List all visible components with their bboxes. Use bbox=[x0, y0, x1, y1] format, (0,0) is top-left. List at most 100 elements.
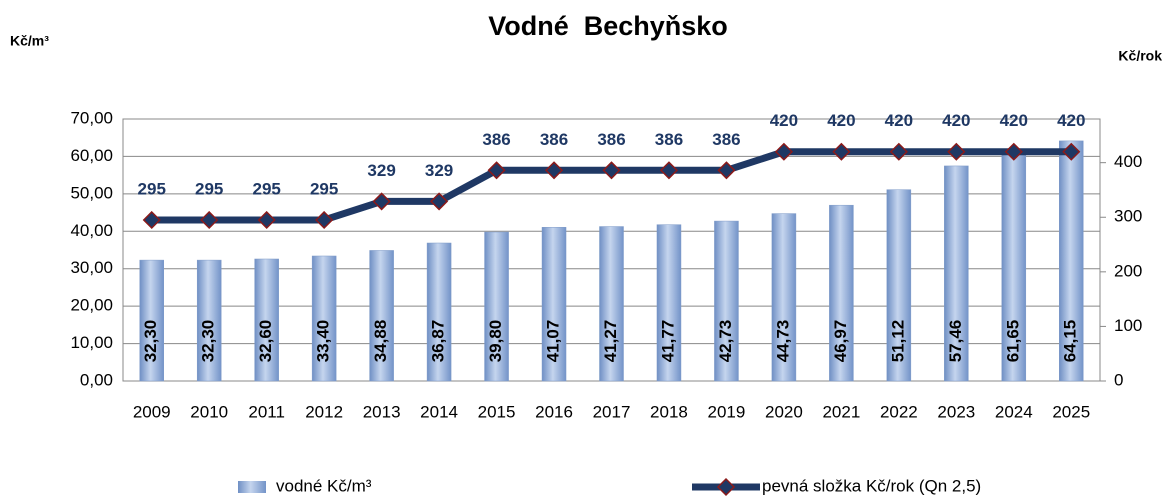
bar bbox=[886, 189, 912, 382]
bar bbox=[771, 213, 797, 382]
bar-value-label: 34,88 bbox=[371, 320, 390, 363]
y2-axis-label: Kč/rok bbox=[1118, 48, 1162, 64]
x-tick-label: 2017 bbox=[593, 402, 631, 421]
bar-value-label: 57,46 bbox=[946, 320, 965, 363]
bar-value-label: 61,65 bbox=[1003, 320, 1022, 363]
marker bbox=[947, 142, 966, 161]
y2-tick-label: 100 bbox=[1114, 316, 1142, 335]
bar bbox=[484, 231, 509, 382]
marker bbox=[717, 161, 736, 180]
y2-tick-label: 0 bbox=[1114, 370, 1123, 389]
bar bbox=[1001, 150, 1027, 382]
x-tick-label: 2024 bbox=[995, 402, 1033, 421]
x-tick-label: 2015 bbox=[478, 402, 516, 421]
bar-value-label: 41,77 bbox=[658, 320, 677, 363]
legend-label: vodné Kč/m³ bbox=[276, 476, 372, 495]
marker bbox=[487, 161, 506, 180]
x-tick-label: 2022 bbox=[880, 402, 918, 421]
marker bbox=[257, 210, 276, 230]
marker bbox=[544, 161, 564, 180]
line-value-label: 420 bbox=[942, 111, 970, 130]
line-value-label: 420 bbox=[885, 111, 913, 130]
marker bbox=[1004, 142, 1023, 161]
x-tick-label: 2011 bbox=[248, 402, 285, 421]
bar-value-label: 51,12 bbox=[888, 320, 907, 363]
x-tick-label: 2012 bbox=[305, 402, 343, 421]
bar bbox=[369, 250, 394, 382]
bar-value-label: 33,40 bbox=[314, 320, 333, 363]
marker bbox=[602, 161, 621, 180]
x-tick-label: 2014 bbox=[420, 402, 458, 421]
bar-value-label: 32,30 bbox=[141, 320, 160, 363]
y-tick-label: 10,00 bbox=[70, 333, 113, 352]
marker bbox=[1062, 142, 1081, 161]
bar-value-label: 42,73 bbox=[716, 320, 735, 363]
marker bbox=[200, 210, 219, 230]
marker bbox=[889, 142, 908, 161]
line-value-label: 386 bbox=[540, 130, 568, 149]
bar-value-label: 32,60 bbox=[256, 320, 275, 363]
line-value-label: 386 bbox=[482, 130, 510, 149]
bar bbox=[139, 259, 164, 382]
x-tick-label: 2021 bbox=[822, 402, 860, 421]
bar bbox=[656, 224, 682, 382]
marker bbox=[315, 210, 334, 230]
line-value-label: 329 bbox=[367, 161, 395, 180]
x-tick-label: 2016 bbox=[535, 402, 573, 421]
y-tick-label: 0,00 bbox=[80, 370, 113, 389]
y-tick-label: 60,00 bbox=[70, 146, 113, 165]
bar bbox=[944, 165, 969, 382]
y2-tick-label: 200 bbox=[1114, 261, 1142, 280]
y-tick-label: 30,00 bbox=[70, 258, 113, 277]
line-value-label: 386 bbox=[712, 130, 740, 149]
line-value-label: 386 bbox=[597, 130, 625, 149]
bar bbox=[541, 227, 567, 382]
bar-value-label: 32,30 bbox=[199, 320, 218, 363]
y2-tick-label: 400 bbox=[1114, 152, 1142, 171]
legend-swatch bbox=[238, 481, 266, 493]
legend-swatch bbox=[716, 477, 736, 497]
bar-value-label: 64,15 bbox=[1061, 320, 1080, 363]
bar-value-label: 39,80 bbox=[486, 320, 505, 363]
bar bbox=[426, 242, 452, 382]
marker bbox=[774, 142, 793, 161]
line-value-label: 386 bbox=[655, 130, 683, 149]
bar-value-label: 44,73 bbox=[773, 320, 792, 363]
line-value-label: 420 bbox=[1057, 111, 1085, 130]
y2-tick-label: 300 bbox=[1114, 207, 1142, 226]
bar bbox=[311, 255, 337, 382]
y-tick-label: 40,00 bbox=[70, 221, 113, 240]
line-value-label: 295 bbox=[138, 179, 166, 198]
bar bbox=[714, 220, 739, 382]
line-value-label: 420 bbox=[827, 111, 855, 130]
x-tick-label: 2013 bbox=[363, 402, 401, 421]
marker bbox=[142, 210, 161, 230]
bar-value-label: 41,07 bbox=[544, 320, 563, 363]
x-tick-label: 2010 bbox=[190, 402, 228, 421]
line-value-label: 295 bbox=[310, 179, 338, 198]
marker bbox=[832, 142, 851, 161]
y-tick-label: 50,00 bbox=[70, 183, 113, 202]
y-axis-label: Kč/m³ bbox=[10, 33, 49, 49]
bar bbox=[254, 258, 279, 382]
bar bbox=[1059, 140, 1084, 382]
x-tick-label: 2009 bbox=[133, 402, 171, 421]
line-value-label: 295 bbox=[252, 179, 280, 198]
x-tick-label: 2025 bbox=[1052, 402, 1090, 421]
legend-label: pevná složka Kč/rok (Qn 2,5) bbox=[762, 476, 981, 495]
bar-value-label: 46,97 bbox=[831, 320, 850, 363]
x-tick-label: 2023 bbox=[937, 402, 975, 421]
line-value-label: 295 bbox=[195, 179, 223, 198]
marker bbox=[372, 192, 391, 211]
line-value-label: 420 bbox=[1000, 111, 1028, 130]
x-tick-label: 2020 bbox=[765, 402, 803, 421]
bar bbox=[599, 226, 624, 382]
x-tick-label: 2019 bbox=[708, 402, 746, 421]
bar bbox=[829, 204, 854, 382]
marker bbox=[430, 192, 449, 211]
x-tick-label: 2018 bbox=[650, 402, 688, 421]
bar-value-label: 36,87 bbox=[429, 320, 448, 363]
bar bbox=[196, 259, 222, 382]
y-tick-label: 70,00 bbox=[70, 108, 113, 127]
